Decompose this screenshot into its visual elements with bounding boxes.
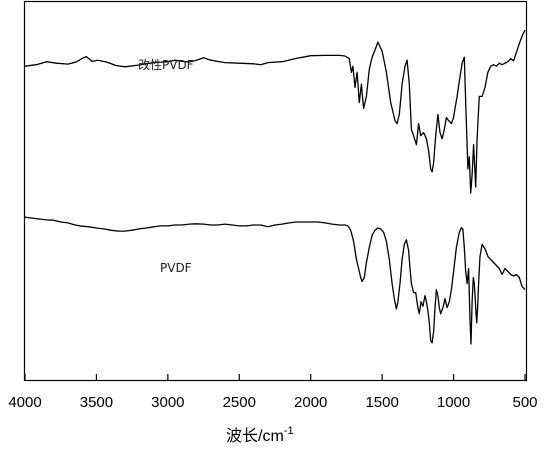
- x-tick-label-2000: 2000: [294, 394, 327, 411]
- series-label-pvdf: PVDF: [160, 261, 192, 275]
- series-line-pvdf: [24, 216, 526, 345]
- x-tick-label-1500: 1500: [365, 394, 398, 411]
- x-axis-tick-labels: 4000 3500 3000 2500 2000 1500 1000 500: [8, 394, 537, 411]
- x-axis-ticks: [24, 374, 526, 380]
- series-lines: [24, 29, 526, 345]
- x-axis-label-text: 波长/cm: [226, 427, 284, 445]
- x-tick-label-1000: 1000: [437, 394, 470, 411]
- x-tick-label-4000: 4000: [8, 394, 41, 411]
- plot-frame: [23, 0, 528, 382]
- x-tick-label-3500: 3500: [80, 394, 113, 411]
- series-line-modified-pvdf: [24, 29, 526, 194]
- x-tick-label-3000: 3000: [151, 394, 184, 411]
- x-axis-label-superscript: -1: [284, 425, 294, 437]
- x-axis-label: 波长/cm-1: [226, 425, 294, 445]
- series-label-modified-pvdf: 改性PVDF: [138, 58, 194, 72]
- x-tick-label-2500: 2500: [223, 394, 256, 411]
- x-tick-label-500: 500: [512, 394, 537, 411]
